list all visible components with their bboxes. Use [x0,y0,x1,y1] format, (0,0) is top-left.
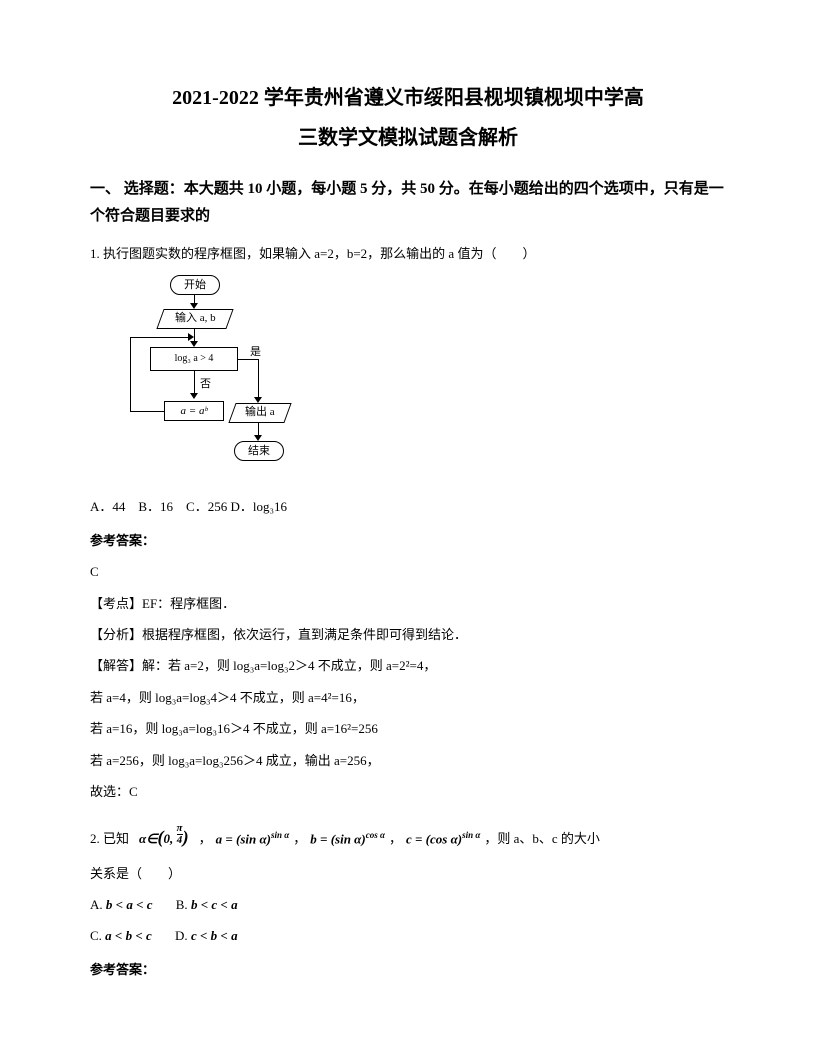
q2-options-row1: A. b < a < c B. b < c < a [90,893,726,916]
q2-comma3: ， [389,827,402,850]
flow-process: a = aᵇ [164,401,224,421]
q2-b-def: b = (sin α)cos α [310,827,385,851]
q2-optB-label: B. [176,897,188,912]
flow-input: 输入 a, b [156,309,233,329]
flow-end: 结束 [234,441,284,461]
answer-analysis: 【分析】根据程序框图，依次运行，直到满足条件即可得到结论． [90,623,726,646]
answer-letter-1: C [90,560,726,583]
answer-step2: 若 a=4，则 log₃a=log₃4＞4 不成立，则 a=4²=16， [90,686,726,709]
q2-optC-formula: a < b < c [105,924,152,947]
question-2-line1: 2. 已知 α∈(0, π4) ， a = (sin α)sin α ， b =… [90,821,726,853]
answer-label-1: 参考答案： [90,529,726,552]
document-title: 2021-2022 学年贵州省遵义市绥阳县枧坝镇枧坝中学高 [90,80,726,116]
document-subtitle: 三数学文模拟试题含解析 [90,120,726,156]
q2-comma2: ， [293,827,306,850]
flow-output: 输出 a [228,403,291,423]
q2-optD-formula: c < b < a [191,924,238,947]
flow-no-label: 否 [200,375,211,395]
q2-optA-formula: b < a < c [106,893,153,916]
q2-range: α∈(0, π4) [139,821,189,853]
flowchart-diagram: 开始 输入 a, b log₃ a > 4 是 否 a = aᵇ 输出 a 结束 [110,275,310,485]
answer-point: 【考点】EF：程序框图． [90,592,726,615]
flow-condition: log₃ a > 4 [150,347,238,371]
answer-step3: 若 a=16，则 log₃a=log₃16＞4 不成立，则 a=16²=256 [90,717,726,740]
q2-optB-formula: b < c < a [191,893,238,916]
answer-label-2: 参考答案： [90,958,726,981]
q2-optA-label: A. [90,897,103,912]
answer-conclusion: 故选：C [90,780,726,803]
answer-step4: 若 a=256，则 log₃a=log₃256＞4 成立，输出 a=256， [90,749,726,772]
q2-prefix: 2. 已知 [90,827,129,850]
q2-a-def: a = (sin α)sin α [216,827,290,851]
q2-comma1: ， [199,827,212,850]
question-1-text: 1. 执行图题实数的程序框图，如果输入 a=2，b=2，那么输出的 a 值为（ … [90,242,726,265]
section-header: 一、 选择题：本大题共 10 小题，每小题 5 分，共 50 分。在每小题给出的… [90,176,726,230]
q2-optC-label: C. [90,928,102,943]
q2-optD-label: D. [175,928,188,943]
question-2-line2: 关系是（ ） [90,862,726,885]
question-1-options: A．44 B．16 C．256 D．log₃16 [90,495,726,518]
q2-c-def: c = (cos α)sin α [406,827,480,851]
answer-solve: 【解答】解：若 a=2，则 log₃a=log₃2＞4 不成立，则 a=2²=4… [90,654,726,677]
q2-suffix: ，则 a、b、c 的大小 [484,827,600,850]
flow-start: 开始 [170,275,220,295]
q2-options-row2: C. a < b < c D. c < b < a [90,924,726,947]
